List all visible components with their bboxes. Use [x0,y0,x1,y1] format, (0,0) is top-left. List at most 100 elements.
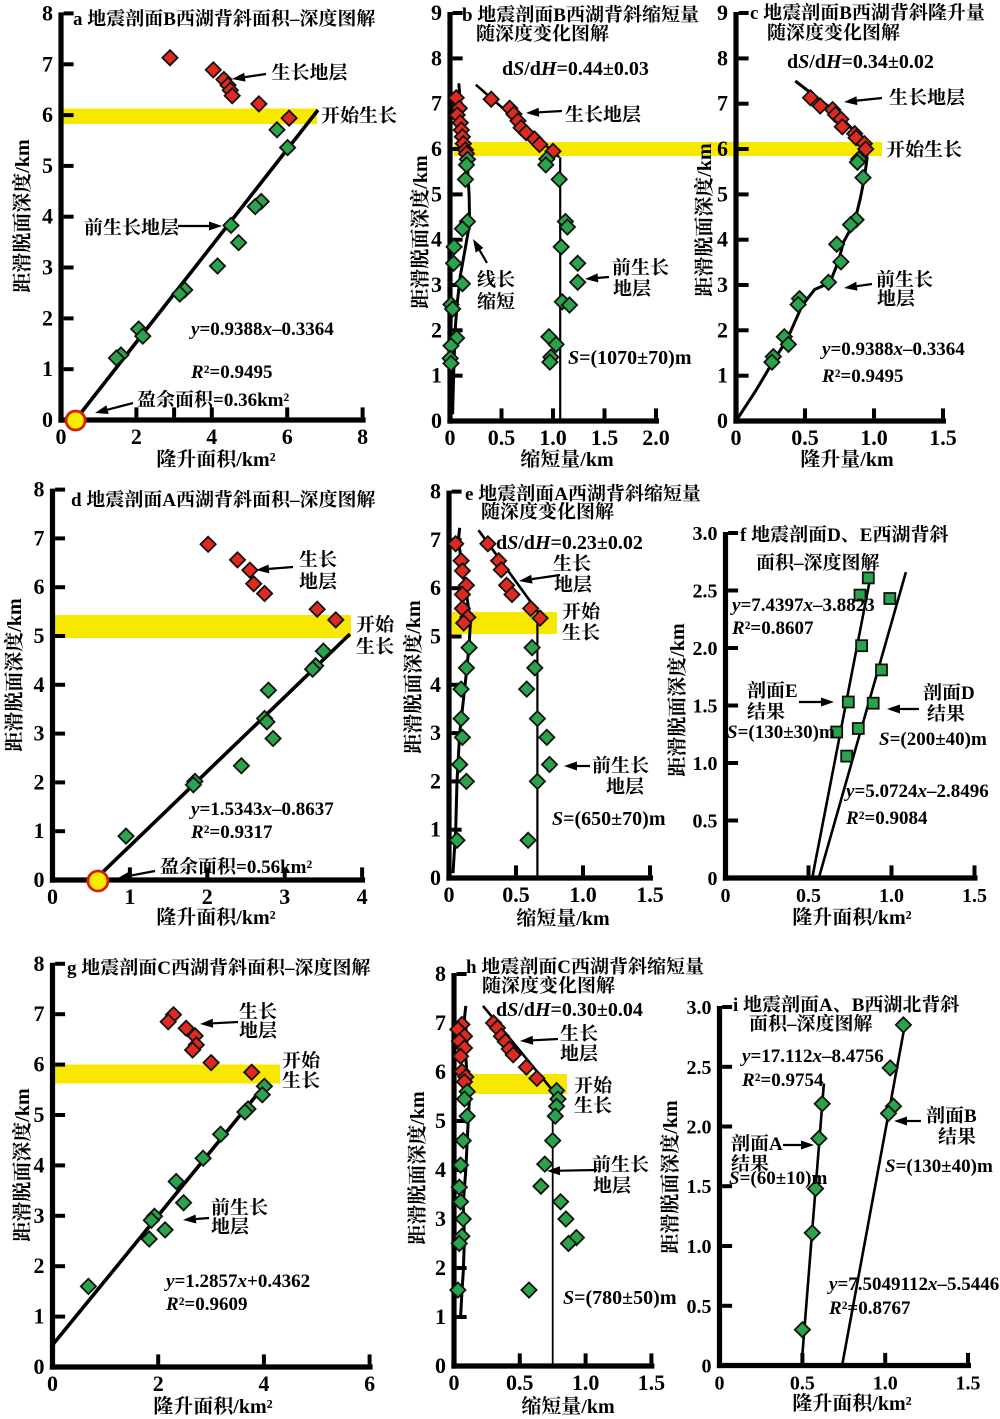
svg-text:0.5: 0.5 [790,1373,815,1395]
svg-text:6: 6 [42,102,53,127]
svg-text:0: 0 [42,407,53,432]
svg-text:0: 0 [56,424,67,449]
svg-text:D: D [827,525,841,546]
svg-text:5: 5 [34,623,45,648]
svg-text:=0.36km²: =0.36km² [213,390,289,411]
svg-text:1.5: 1.5 [693,696,718,718]
svg-text:0: 0 [449,1370,460,1395]
svg-text:1.0: 1.0 [687,1236,712,1258]
svg-text:2.0: 2.0 [693,638,718,660]
svg-text:2.5: 2.5 [687,1057,712,1079]
svg-text:6: 6 [435,1059,446,1084]
svg-text:5: 5 [435,1108,446,1133]
svg-text:–: – [289,9,300,30]
svg-text:3: 3 [279,884,290,909]
svg-text:4: 4 [431,227,442,252]
svg-text:1: 1 [435,1304,446,1329]
svg-text:4: 4 [206,424,217,449]
svg-text:B: B [163,9,176,30]
svg-text:dS/dH=0.23±0.02: dS/dH=0.23±0.02 [496,532,643,554]
svg-text:–: – [793,553,804,574]
svg-text:/km: /km [694,143,716,178]
svg-text:0: 0 [444,882,455,907]
svg-text:/km: /km [12,139,34,174]
svg-text:2: 2 [153,1371,164,1396]
svg-text:4: 4 [357,884,368,909]
svg-text:D: D [961,683,975,704]
svg-text:0: 0 [47,1371,58,1396]
svg-text:9: 9 [431,0,442,25]
svg-text:dS/dH=0.44±0.03: dS/dH=0.44±0.03 [502,58,649,80]
svg-text:R²=0.8607: R²=0.8607 [731,618,814,639]
svg-text:A: A [162,490,176,511]
svg-text:y=1.2857x+0.4362: y=1.2857x+0.4362 [164,1271,310,1292]
svg-text:0: 0 [708,868,718,890]
svg-text:B: B [553,5,566,26]
svg-text:R²=0.9495: R²=0.9495 [821,366,903,387]
svg-text:S=(780±50)m: S=(780±50)m [563,1287,677,1309]
svg-text:dS/dH=0.34±0.02: dS/dH=0.34±0.02 [787,51,934,73]
svg-text:y=17.112x–8.4756: y=17.112x–8.4756 [740,1046,884,1067]
svg-text:/km²: /km² [232,1396,272,1418]
svg-text:2.0: 2.0 [687,1117,712,1139]
svg-text:2: 2 [42,305,53,330]
svg-text:0: 0 [34,1354,45,1379]
svg-text:3: 3 [34,721,45,746]
svg-text:B: B [839,3,852,24]
svg-text:A: A [769,1134,783,1155]
svg-text:S=(130±40)m: S=(130±40)m [885,1156,993,1177]
svg-text:0: 0 [731,425,742,450]
svg-text:7: 7 [717,91,728,116]
svg-text:7: 7 [431,91,442,116]
svg-text:3: 3 [431,272,442,297]
svg-text:C: C [557,957,571,978]
svg-text:1.0: 1.0 [539,425,567,450]
svg-text:2: 2 [34,769,45,794]
svg-text:1.0: 1.0 [879,885,904,907]
svg-text:R²=0.9317: R²=0.9317 [190,822,273,843]
svg-text:S=(200±40)m: S=(200±40)m [879,729,987,750]
svg-text:/km: /km [407,1091,429,1126]
svg-text:i: i [733,995,738,1016]
svg-text:2.0: 2.0 [642,425,670,450]
svg-text:/km: /km [410,155,432,190]
svg-text:y=7.4397x–3.8823: y=7.4397x–3.8823 [730,595,875,616]
svg-text:b: b [462,5,473,26]
svg-text:1: 1 [124,884,135,909]
svg-text:8: 8 [430,479,441,504]
svg-text:0: 0 [430,865,441,890]
svg-text:8: 8 [34,477,45,502]
svg-text:3: 3 [42,255,53,280]
svg-text:1.5: 1.5 [929,425,957,450]
svg-text:2: 2 [435,1255,446,1280]
svg-text:1: 1 [717,363,728,388]
svg-text:1.0: 1.0 [572,1370,600,1395]
svg-text:A: A [554,484,568,505]
svg-text:0: 0 [715,1373,725,1395]
svg-text:y=7.5049112x–5.5446: y=7.5049112x–5.5446 [827,1274,999,1295]
svg-text:1.0: 1.0 [569,882,597,907]
svg-text:0: 0 [47,884,58,909]
svg-text:1.0: 1.0 [693,753,718,775]
svg-text:y=1.5343x–0.8637: y=1.5343x–0.8637 [189,799,334,820]
svg-text:f: f [740,525,747,546]
svg-text:4: 4 [430,672,441,697]
svg-text:0: 0 [34,867,45,892]
svg-text:5: 5 [431,181,442,206]
svg-text:0: 0 [431,408,442,433]
svg-text:/km²: /km² [235,907,275,929]
svg-text:y=5.0724x–2.8496: y=5.0724x–2.8496 [844,781,989,802]
svg-text:/km²: /km² [235,449,275,471]
svg-text:1: 1 [42,356,53,381]
svg-text:1.0: 1.0 [860,425,888,450]
svg-text:2: 2 [34,1253,45,1278]
svg-text:7: 7 [430,527,441,552]
svg-text:1.5: 1.5 [956,1373,981,1395]
svg-text:5: 5 [42,153,53,178]
svg-text:5: 5 [717,181,728,206]
svg-text:2: 2 [202,884,213,909]
svg-text:/km²: /km² [871,907,911,929]
svg-text:E: E [860,525,873,546]
svg-text:–: – [289,490,300,511]
svg-text:c: c [750,3,758,24]
